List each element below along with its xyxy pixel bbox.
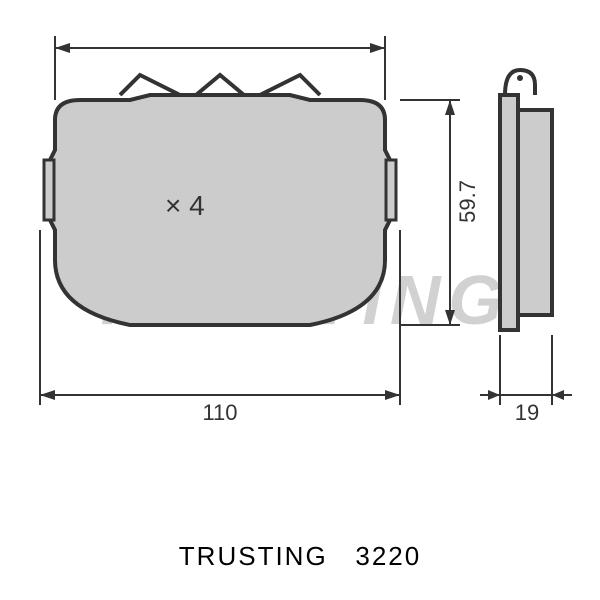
footer: TRUSTING 3220 [0, 541, 600, 572]
part-number: 3220 [355, 541, 421, 571]
quantity-label: × 4 [165, 190, 205, 222]
diagram-canvas: TRUSTING [0, 0, 600, 600]
dim-height-label: 59.7 [455, 180, 481, 223]
dim-thickness-label: 19 [510, 400, 544, 426]
dim-width-label: 110 [200, 400, 240, 426]
brake-pad-side [500, 70, 552, 330]
brand-label: TRUSTING [179, 541, 328, 571]
brake-pad-front [44, 95, 396, 325]
technical-drawing [0, 0, 600, 600]
